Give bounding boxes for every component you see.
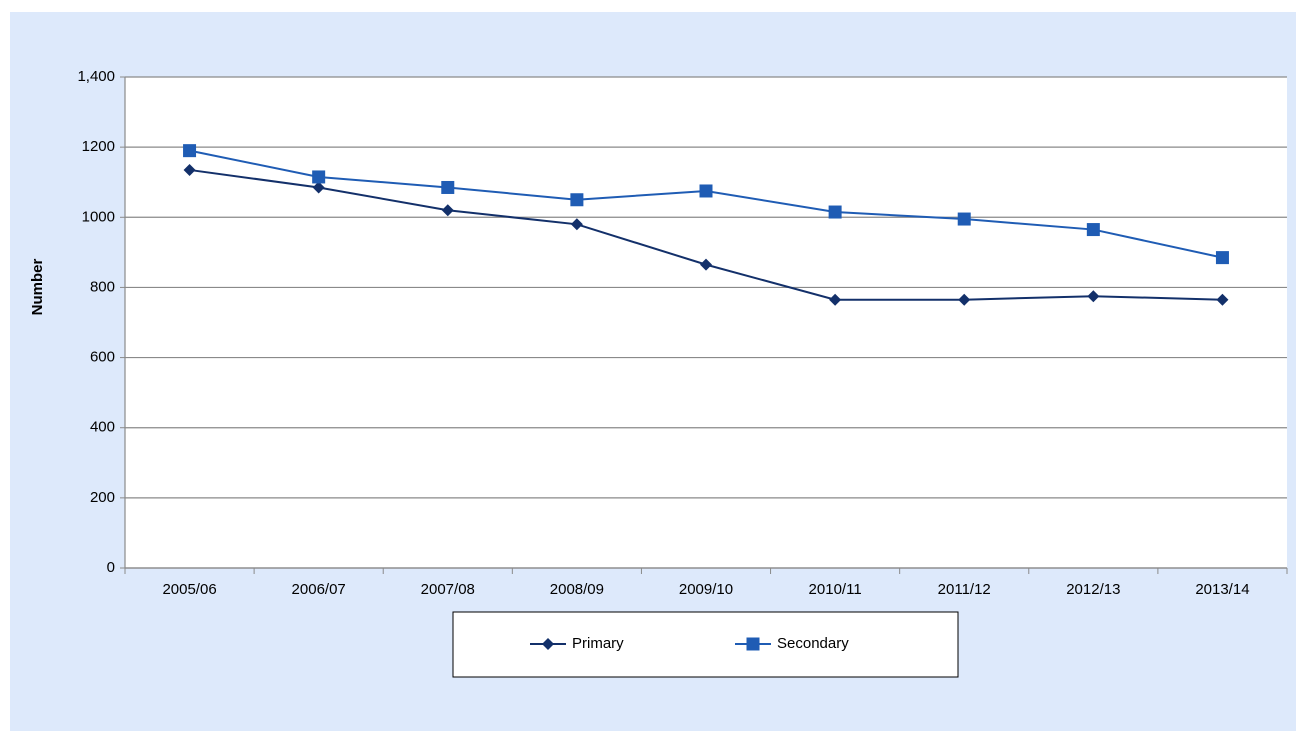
x-tick-label: 2007/08 — [421, 581, 475, 598]
x-tick-label: 2006/07 — [292, 581, 346, 598]
marker — [1216, 293, 1229, 306]
marker — [1087, 290, 1100, 303]
marker — [828, 205, 842, 219]
x-tick-label: 2012/13 — [1066, 581, 1120, 598]
x-tick-label: 2011/12 — [938, 581, 991, 598]
marker — [1086, 223, 1100, 237]
x-tick-label: 2010/11 — [809, 581, 862, 598]
marker — [183, 144, 197, 158]
y-tick-label: 1,400 — [77, 68, 115, 85]
marker — [441, 180, 455, 194]
marker — [958, 293, 971, 306]
y-tick-label: 200 — [90, 489, 115, 506]
legend-label: Primary — [572, 635, 624, 652]
y-tick-label: 1000 — [82, 208, 115, 225]
y-tick-label: 0 — [107, 559, 115, 576]
y-tick-label: 800 — [90, 278, 115, 295]
x-tick-label: 2009/10 — [679, 581, 733, 598]
marker — [746, 637, 760, 651]
marker — [699, 184, 713, 198]
y-tick-label: 400 — [90, 419, 115, 436]
marker — [570, 193, 584, 207]
marker — [312, 170, 326, 184]
marker — [829, 293, 842, 306]
x-tick-label: 2005/06 — [162, 581, 216, 598]
y-tick-label: 1200 — [82, 138, 115, 155]
x-tick-label: 2013/14 — [1195, 581, 1249, 598]
marker — [312, 181, 325, 194]
marker — [700, 258, 712, 271]
legend-box — [452, 611, 959, 678]
y-tick-label: 600 — [90, 349, 115, 366]
plot-area — [125, 77, 1287, 568]
marker — [570, 218, 583, 231]
marker — [441, 204, 454, 217]
marker — [183, 163, 196, 176]
x-tick-label: 2008/09 — [550, 581, 604, 598]
marker — [542, 638, 554, 650]
legend-label: Secondary — [777, 635, 849, 652]
marker — [957, 212, 971, 226]
marker — [1215, 251, 1229, 265]
y-axis-label: Number — [29, 259, 46, 316]
